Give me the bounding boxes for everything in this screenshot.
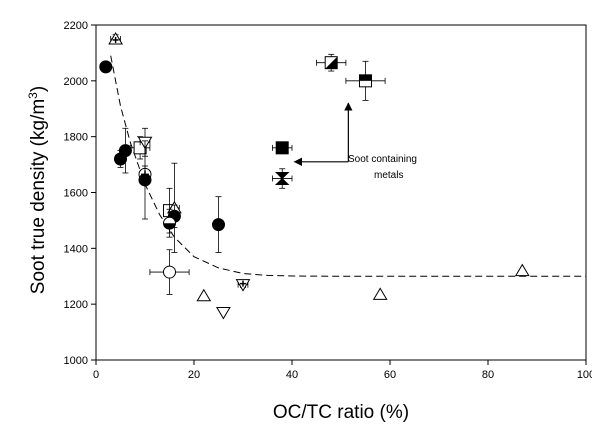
y-tick-label-1600: 1600	[64, 188, 88, 200]
data-point-17	[271, 141, 293, 155]
annotation-line-2: metals	[374, 170, 403, 181]
x-tick-label-60: 60	[384, 369, 396, 381]
y-tick-label-1000: 1000	[64, 355, 88, 367]
marker-fill	[359, 74, 372, 81]
x-tick-label-100: 100	[577, 369, 592, 381]
y-axis-title-sup: 3	[26, 92, 40, 99]
marker-shape	[274, 172, 290, 186]
marker-shape	[372, 287, 388, 300]
x-axis-title: OC/TC ratio (%)	[273, 402, 409, 423]
y-tick-label-2200: 2200	[64, 20, 88, 32]
marker-fill	[163, 223, 176, 230]
fit-curve-layer	[110, 55, 586, 277]
marker-shape	[138, 173, 152, 187]
data-point-15	[216, 307, 231, 320]
y-tick-label-1200: 1200	[64, 299, 88, 311]
data-point-14	[196, 288, 212, 302]
marker-shape	[196, 288, 212, 302]
marker-shape	[118, 144, 132, 158]
data-point-18	[271, 168, 293, 189]
points-layer	[99, 31, 530, 320]
y-axis-title: Soot true density (kg/m3)	[26, 86, 49, 294]
axes: 0 20 40 60 80 100 1000 1200 1400 1600 1800 2000 2200	[64, 20, 592, 381]
marker-shape	[514, 263, 530, 277]
y-tick-label-2000: 2000	[64, 76, 88, 88]
y-axis-title-main: Soot true density (kg/m	[28, 99, 49, 294]
data-point-7	[138, 140, 152, 220]
data-point-20	[345, 60, 386, 101]
data-point-1	[108, 31, 123, 45]
marker-shape	[163, 265, 176, 279]
data-point-3	[118, 127, 132, 174]
annotation-line-1: Soot containing	[348, 154, 417, 165]
data-point-19	[316, 53, 347, 72]
data-point-12	[149, 249, 190, 295]
marker-shape	[99, 60, 113, 74]
data-point-22	[514, 263, 530, 277]
fit-curve	[110, 55, 586, 277]
x-tick-label-80: 80	[482, 369, 494, 381]
marker-shape	[275, 141, 289, 155]
data-point-13	[212, 196, 225, 253]
marker-shape	[216, 307, 231, 320]
annotation: Soot containing metals	[293, 102, 417, 181]
data-point-21	[372, 287, 388, 300]
y-tick-label-1400: 1400	[64, 243, 88, 255]
y-tick-label-1800: 1800	[64, 132, 88, 144]
x-tick-label-40: 40	[286, 369, 298, 381]
x-tick-label-0: 0	[93, 369, 99, 381]
y-axis-title-close: )	[28, 86, 49, 92]
x-tick-label-20: 20	[188, 369, 200, 381]
data-point-11	[163, 208, 176, 238]
data-point-16	[235, 279, 251, 292]
data-point-0	[99, 60, 113, 74]
marker-fill	[325, 56, 338, 69]
marker-shape	[212, 218, 225, 232]
